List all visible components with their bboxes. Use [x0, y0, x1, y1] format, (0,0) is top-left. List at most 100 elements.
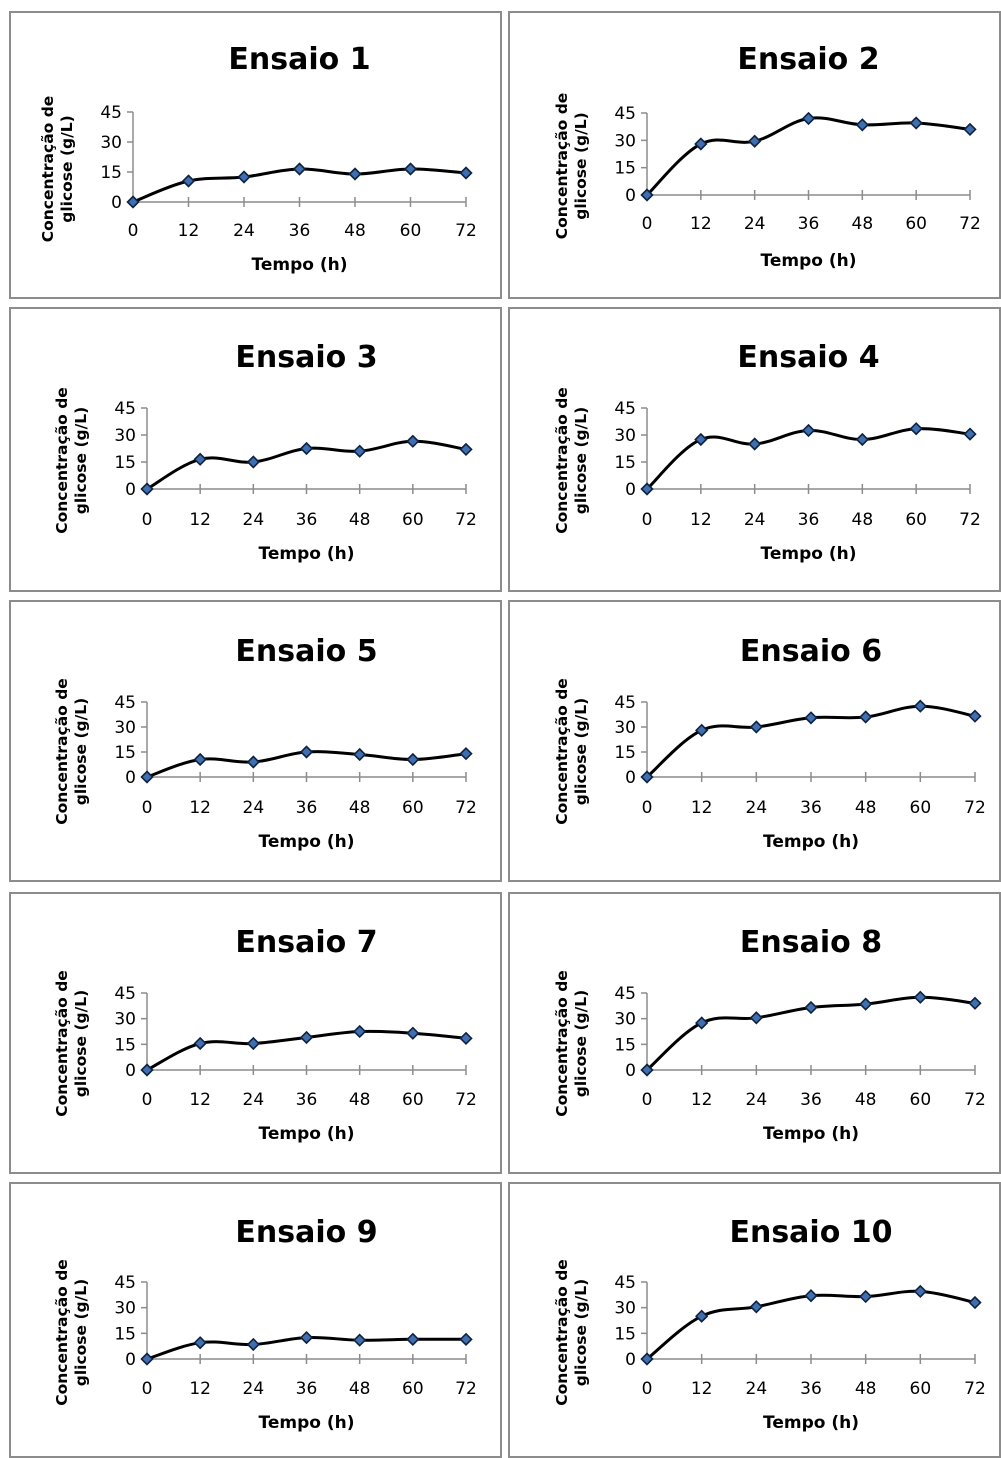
x-axis-label: Tempo (h)	[763, 1413, 859, 1433]
data-point-marker	[459, 747, 473, 761]
data-point-marker	[968, 996, 982, 1010]
x-tick-label: 36	[296, 1090, 318, 1110]
chart-svg-10: Ensaio 10 0 15 30 45 0 12 24 36 48 60 72 Tempo (h) Co…	[553, 1215, 986, 1433]
data-point-marker	[859, 710, 873, 724]
data-point-marker	[804, 1000, 818, 1015]
x-tick-label: 24	[746, 798, 768, 818]
data-point-marker	[963, 122, 977, 137]
x-tick-label: 60	[400, 221, 422, 241]
y-tick-label: 30	[614, 426, 636, 446]
data-point-marker	[459, 442, 473, 457]
x-tick-label: 36	[798, 214, 820, 234]
y-tick-label: 45	[614, 104, 636, 124]
chart-title: Ensaio 6	[740, 634, 882, 669]
x-axis-label: Tempo (h)	[763, 832, 859, 852]
x-tick-label: 48	[852, 510, 874, 530]
chart-title: Ensaio 2	[737, 42, 879, 77]
chart-svg-3: Ensaio 3 0 15 30 45 0 12 24 36 48 60 72 Tempo (h) Con…	[53, 340, 477, 564]
x-tick-label: 60	[402, 798, 424, 818]
x-tick-label: 24	[746, 1090, 768, 1110]
x-tick-label: 60	[910, 1090, 932, 1110]
x-tick-label: 72	[455, 510, 477, 530]
y-tick-label: 30	[614, 1299, 636, 1319]
y-tick-label: 45	[114, 1273, 136, 1293]
series-line	[645, 116, 972, 197]
data-point-marker	[140, 482, 154, 496]
x-tick-label: 48	[349, 510, 371, 530]
data-point-marker	[299, 1330, 314, 1345]
data-point-marker	[913, 699, 927, 713]
data-point-marker	[855, 118, 869, 132]
x-tick-label: 12	[691, 798, 713, 818]
y-tick-label: 15	[114, 1324, 136, 1344]
x-axis-label: Tempo (h)	[761, 544, 857, 564]
x-tick-label: 12	[189, 1379, 211, 1399]
x-tick-label: 12	[691, 1090, 713, 1110]
x-tick-label: 0	[642, 1379, 653, 1399]
data-point-marker	[909, 422, 923, 436]
x-tick-label: 12	[178, 221, 200, 241]
data-point-marker	[801, 423, 816, 438]
y-tick-label: 15	[614, 453, 636, 473]
y-tick-label: 15	[114, 1035, 136, 1055]
x-tick-label: 36	[289, 221, 311, 241]
x-tick-label: 72	[959, 214, 981, 234]
y-tick-label: 15	[614, 159, 636, 179]
data-point-marker	[748, 437, 762, 451]
x-tick-label: 48	[349, 798, 371, 818]
chart-title: Ensaio 5	[235, 634, 377, 669]
x-tick-label: 12	[690, 510, 712, 530]
x-tick-label: 36	[296, 510, 318, 530]
x-axis-label: Tempo (h)	[259, 1124, 355, 1144]
data-point-marker	[353, 444, 367, 458]
data-point-marker	[804, 1289, 818, 1303]
x-tick-label: 0	[142, 1090, 153, 1110]
x-tick-label: 48	[852, 214, 874, 234]
data-point-marker	[459, 1332, 473, 1346]
x-tick-label: 36	[296, 798, 318, 818]
y-tick-label: 45	[114, 693, 136, 713]
x-tick-label: 0	[642, 1090, 653, 1110]
x-axis-label: Tempo (h)	[761, 251, 857, 271]
x-tick-label: 0	[128, 221, 139, 241]
data-point-marker	[695, 1016, 709, 1030]
data-point-marker	[968, 709, 982, 723]
data-point-marker	[640, 482, 654, 496]
y-axis-label: Concentração deglicose (g/L)	[53, 387, 90, 534]
x-tick-label: 12	[189, 510, 211, 530]
data-point-marker	[403, 162, 418, 176]
y-tick-label: 45	[614, 984, 636, 1004]
x-axis-label: Tempo (h)	[259, 1413, 355, 1433]
y-tick-label: 15	[114, 743, 136, 763]
y-axis-label: Concentração deglicose (g/L)	[553, 1259, 590, 1406]
y-tick-label: 0	[625, 768, 636, 788]
data-point-marker	[748, 134, 762, 148]
data-point-marker	[694, 432, 708, 447]
data-point-marker	[640, 1352, 654, 1366]
data-point-marker	[246, 455, 260, 469]
data-point-marker	[640, 188, 654, 202]
data-point-marker	[968, 1295, 982, 1310]
data-point-marker	[406, 1332, 420, 1346]
y-tick-label: 15	[114, 453, 136, 473]
x-tick-label: 72	[455, 221, 477, 241]
chart-panel-5: Ensaio 5 0 15 30 45 0 12 24 36 48 60 72 Tempo (h) Con…	[9, 600, 502, 882]
x-tick-label: 72	[455, 798, 477, 818]
y-tick-label: 45	[614, 399, 636, 419]
y-tick-label: 30	[114, 718, 136, 738]
data-point-marker	[640, 1063, 654, 1077]
data-point-marker	[913, 990, 927, 1004]
chart-title: Ensaio 1	[228, 42, 370, 77]
x-tick-label: 24	[233, 221, 255, 241]
x-tick-label: 60	[910, 1379, 932, 1399]
data-point-marker	[246, 1036, 260, 1051]
data-point-marker	[406, 752, 420, 767]
chart-panel-7: Ensaio 7 0 15 30 45 0 12 24 36 48 60 72 Tempo (h) Con…	[9, 892, 502, 1174]
data-point-marker	[193, 1336, 207, 1350]
chart-title: Ensaio 7	[235, 925, 377, 960]
series-line	[645, 427, 972, 491]
data-point-marker	[695, 723, 709, 737]
x-tick-label: 72	[964, 1379, 986, 1399]
chart-panel-1: Ensaio 1 0 15 30 45 0 12 24 36 48 60 72 Tempo (h) Con…	[9, 11, 502, 299]
x-tick-label: 12	[189, 1090, 211, 1110]
